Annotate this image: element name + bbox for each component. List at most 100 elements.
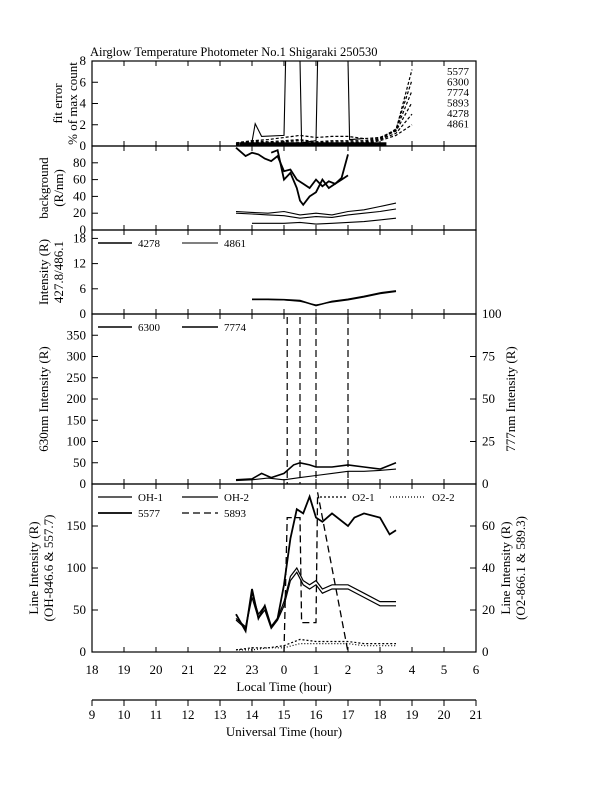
universal-time-tick-label: 18 [374,707,387,722]
red-frame [91,313,477,485]
series-4278 [235,113,413,146]
legend-label-4278: 4278 [447,108,470,120]
local-time-tick-label: 21 [182,662,195,677]
red-ytick-right-label: 50 [482,391,495,406]
local-time-tick-label: 18 [86,662,99,677]
local-time-tick-label: 5 [441,662,448,677]
series-4861 [252,291,397,306]
red-ytick-label: 200 [67,391,87,406]
legend-label-O2-1: O2-1 [352,492,375,504]
series-O2-1 [235,638,396,651]
universal-time-tick-label: 16 [310,707,324,722]
blue-ytick-label: 18 [73,230,86,245]
local-time-tick-label: 20 [150,662,163,677]
bkg-ytick-label: 0 [80,222,87,237]
line-ytick-right-label: 20 [482,602,495,617]
bkg-ytick-label: 60 [73,172,86,187]
legend-label-5577: 5577 [447,66,470,78]
series-background-1 [235,147,349,190]
red-ytick-right-label: 25 [482,434,495,449]
red-ytick-label: 300 [67,349,87,364]
line-ytick-right-label: 40 [482,560,495,575]
universal-time-tick-label: 21 [470,707,483,722]
series-fit-error [251,60,365,144]
legend-label-4278: 4278 [138,238,161,250]
legend-label-6300: 6300 [138,322,161,334]
universal-time-tick-label: 14 [246,707,260,722]
red-ytick-label: 350 [67,327,87,342]
fit-ylabel: fit error% of max count [50,62,80,145]
fit-ytick-label: 2 [80,117,87,132]
red-ytick-right-label: 0 [482,476,489,491]
universal-time-tick-label: 11 [150,707,163,722]
line-ytick-label: 0 [80,644,87,659]
red-ytick-label: 100 [67,434,87,449]
local-time-tick-label: 22 [214,662,227,677]
legend-label-5577: 5577 [138,508,161,520]
legend-label-7774: 7774 [447,87,470,99]
bkg-ylabel: background(R/nm) [36,157,66,219]
local-time-tick-label: 2 [345,662,352,677]
legend-label-6300: 6300 [447,77,470,89]
universal-time-tick-label: 15 [278,707,291,722]
chart-title: Airglow Temperature Photometer No.1 Shig… [90,45,378,59]
bkg-frame [91,145,477,231]
red-ylabel-right: 777nm Intensity (R) [503,346,518,451]
line-ytick-label: 150 [67,518,87,533]
local-time-tick-label: 6 [473,662,480,677]
universal-time-tick-label: 13 [214,707,227,722]
panel-line-intensity: 0 50 100 150 0 20 40 60 Line Intensity (R)(OH-84… [26,483,528,659]
legend-label-4861: 4861 [447,119,469,131]
panel-blue-intensity: 0 6 12 18 Intensity (R)427.8/486.1 4278 4861 [36,229,477,321]
local-time-tick-label: 23 [246,662,259,677]
universal-time-axis-label: Universal Time (hour) [226,724,342,739]
fit-ytick-label: 6 [80,74,87,89]
series-5577 [235,69,413,146]
series-background-3 [235,202,397,216]
local-time-tick-label: 19 [118,662,131,677]
line-ytick-right-label: 60 [482,518,495,533]
series-6300 [235,461,397,481]
series-5893 [235,102,413,145]
legend-label-7774: 7774 [224,322,247,334]
universal-time-tick-label: 9 [89,707,96,722]
red-ytick-label: 50 [73,455,86,470]
line-ytick-right-label: 0 [482,644,489,659]
universal-time-tick-label: 12 [182,707,195,722]
bkg-ytick-label: 40 [73,188,86,203]
local-time-tick-label: 1 [313,662,320,677]
legend-label-5893: 5893 [224,508,247,520]
series-5893 [283,492,349,653]
blue-ytick-label: 6 [80,281,87,296]
red-ytick-label: 150 [67,412,87,427]
legend-label-OH-1: OH-1 [138,492,163,504]
blue-ylabel: Intensity (R)427.8/486.1 [36,239,66,305]
series-background-2 [270,148,349,207]
panel-red-intensity: 0 50 100 150 200 250 300 350 0 25 50 75 100 630nm Int… [36,306,518,491]
series-4861 [235,124,413,146]
local-time-tick-label: 4 [409,662,416,677]
fit-dense-band [239,142,387,146]
local-time-tick-label: 3 [377,662,384,677]
universal-time-tick-label: 20 [438,707,451,722]
universal-time-tick-label: 10 [118,707,131,722]
universal-time-tick-label: 19 [406,707,419,722]
blue-ytick-label: 12 [73,256,86,271]
universal-time-tick-label: 17 [342,707,356,722]
legend-label-OH-2: OH-2 [224,492,249,504]
line-ytick-label: 50 [73,602,86,617]
legend-label-5893: 5893 [447,98,470,110]
series-5577 [235,493,397,634]
line-ylabel-left: Line Intensity (R)(OH-846.6 & 557.7) [26,515,56,622]
bkg-ytick-label: 20 [73,205,86,220]
fit-ytick-label: 8 [80,53,87,68]
red-ytick-label: 0 [80,476,87,491]
red-ytick-right-label: 100 [482,306,502,321]
blue-ytick-label: 0 [80,306,87,321]
line-ylabel-right: Line Intensity (R)(O2-866.1 & 589.3) [498,516,528,620]
local-time-tick-label: 0 [281,662,288,677]
